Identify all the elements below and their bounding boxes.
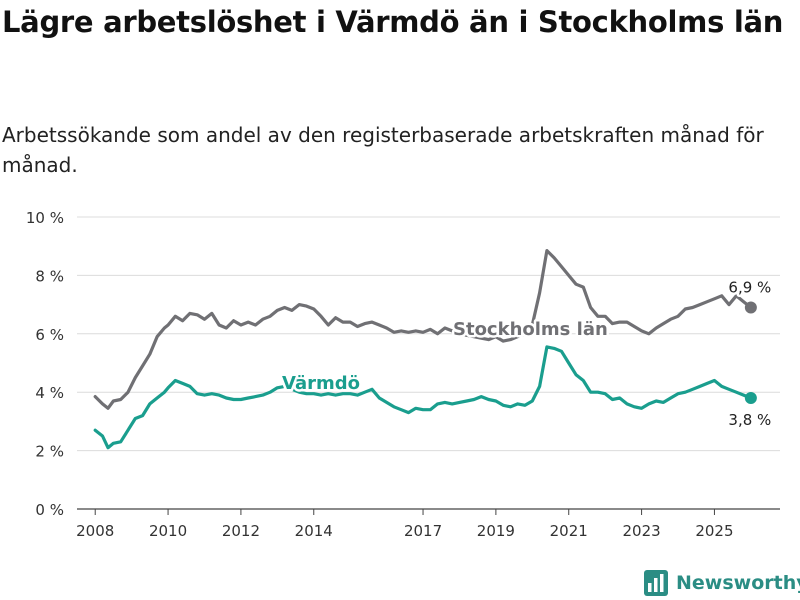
bar-chart-logo-icon bbox=[644, 570, 668, 596]
x-tick-label: 2019 bbox=[477, 522, 515, 540]
y-tick-label: 10 % bbox=[26, 209, 64, 227]
y-tick-label: 2 % bbox=[35, 443, 64, 461]
y-tick-label: 4 % bbox=[35, 384, 64, 402]
varmdo-series-label: Värmdö bbox=[282, 373, 360, 394]
stockholm-end-value-label: 6,9 % bbox=[728, 279, 771, 297]
x-tick-label: 2021 bbox=[550, 522, 588, 540]
series-lines bbox=[93, 249, 757, 450]
chart-subtitle: Arbetssökande som andel av den registerb… bbox=[2, 123, 764, 177]
stockholm-end-point bbox=[744, 301, 757, 314]
varmdo-series-line bbox=[93, 345, 753, 450]
x-tick-label: 2010 bbox=[149, 522, 187, 540]
x-tick-label: 2008 bbox=[76, 522, 114, 540]
brand-name: Newsworthy bbox=[676, 572, 800, 594]
stockholm-series-line bbox=[93, 249, 753, 410]
gridlines bbox=[77, 216, 780, 510]
x-axis: 2008 2010 2012 2014 2017 2019 2021 2023 2025 bbox=[76, 509, 734, 540]
series-labels: Stockholms län Värmdö 6,9 % 3,8 % bbox=[280, 276, 774, 432]
x-tick-label: 2014 bbox=[295, 522, 333, 540]
varmdo-end-value-label: 3,8 % bbox=[728, 411, 771, 429]
y-axis: 0 % 2 % 4 % 6 % 8 % 10 % bbox=[26, 209, 64, 519]
varmdo-end-point bbox=[744, 392, 757, 405]
y-tick-label: 0 % bbox=[35, 501, 64, 519]
y-tick-label: 8 % bbox=[35, 267, 64, 285]
x-tick-label: 2023 bbox=[622, 522, 660, 540]
x-tick-label: 2012 bbox=[222, 522, 260, 540]
brand-logo: Newsworthy bbox=[644, 568, 800, 598]
y-tick-label: 6 % bbox=[35, 326, 64, 344]
stockholm-series-label: Stockholms län bbox=[453, 319, 608, 340]
x-tick-label: 2017 bbox=[404, 522, 442, 540]
chart-title: Lägre arbetslöshet i Värmdö än i Stockho… bbox=[2, 5, 784, 39]
x-tick-label: 2025 bbox=[695, 522, 733, 540]
